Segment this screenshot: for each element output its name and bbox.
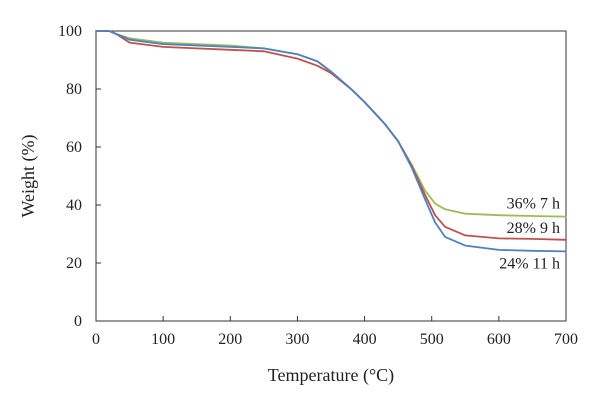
x-tick-label: 700: [554, 331, 578, 348]
series-lines: [95, 30, 567, 253]
x-tick-label: 500: [420, 331, 444, 348]
plot-area: [95, 30, 567, 322]
series-line-3: [95, 30, 567, 253]
x-tick-label: 600: [487, 331, 511, 348]
x-tick-label: 0: [92, 331, 100, 348]
x-tick-label: 200: [218, 331, 242, 348]
series-label-3: 24% 11 h: [499, 255, 560, 272]
y-axis-title: Weight (%): [18, 134, 39, 217]
y-tick-label: 0: [74, 313, 82, 330]
plot-border: [95, 30, 567, 322]
y-tick-label: 60: [66, 139, 82, 156]
x-tick-label: 300: [285, 331, 309, 348]
y-tick-label: 100: [58, 23, 82, 40]
x-axis-title: Temperature (°C): [268, 365, 394, 386]
y-axis-ticks: 0 20 40 60 80 100: [58, 23, 101, 330]
y-tick-label: 80: [66, 81, 82, 98]
y-tick-label: 40: [66, 197, 82, 214]
series-label-2: 28% 9 h: [507, 220, 560, 237]
series-labels: 36% 7 h 28% 9 h 24% 11 h: [499, 196, 560, 273]
x-axis-ticks: 0 100 200 300 400 500 600 700: [92, 316, 578, 348]
x-tick-label: 100: [151, 331, 175, 348]
y-tick-label: 20: [66, 255, 82, 272]
series-label-1: 36% 7 h: [507, 196, 560, 213]
x-tick-label: 400: [353, 331, 377, 348]
